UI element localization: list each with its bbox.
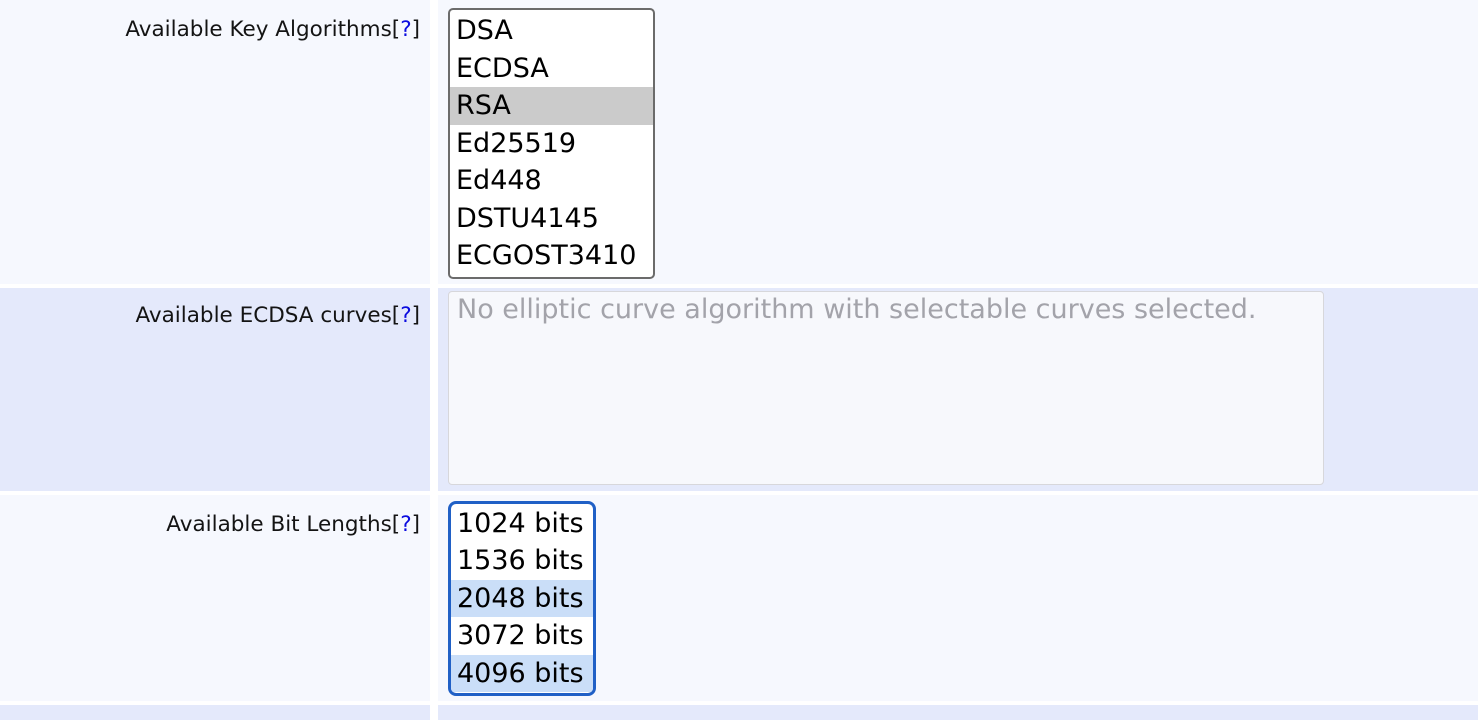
listbox-option-dsa[interactable]: DSA	[456, 15, 513, 46]
listbox-option-1536-bits[interactable]: 1536 bits	[457, 545, 584, 577]
table-row-ecdsa-curves: Available ECDSA curves[?]	[0, 288, 1478, 491]
table-row-clipped	[0, 705, 1478, 720]
key-algorithms-field-cell: DSA ECDSA RSA Ed25519 Ed448 DSTU4145 ECG…	[438, 0, 1478, 285]
listbox-option-dstu4145[interactable]: DSTU4145	[456, 202, 599, 234]
ecdsa-curves-field-cell	[438, 288, 1478, 491]
listbox-option-ecgost3410[interactable]: ECGOST3410	[456, 240, 637, 271]
help-bracket-close: ]	[411, 17, 420, 42]
ecdsa-curves-label-cell: Available ECDSA curves[?]	[0, 288, 430, 491]
bit-lengths-listbox[interactable]: 1024 bits 1536 bits 2048 bits 3072 bits …	[448, 500, 596, 697]
listbox-option-ecdsa[interactable]: ECDSA	[456, 52, 549, 84]
help-bracket-open: [	[391, 511, 401, 537]
clipped-label-cell	[0, 705, 430, 720]
bit-lengths-label-cell: Available Bit Lengths[?]	[0, 494, 430, 702]
bit-lengths-help-link[interactable]: ?	[400, 511, 412, 537]
listbox-option-ed25519[interactable]: Ed25519	[456, 127, 577, 159]
listbox-option-2048-bits[interactable]: 2048 bits	[451, 579, 593, 618]
ecdsa-curves-help-link[interactable]: ?	[400, 303, 412, 329]
ecdsa-curves-textarea[interactable]	[448, 291, 1324, 486]
help-bracket-open: [	[391, 303, 401, 329]
listbox-option-1024-bits[interactable]: 1024 bits	[457, 507, 584, 539]
table-row-bit-lengths: Available Bit Lengths[?] 1024 bits 1536 …	[0, 494, 1478, 702]
table-row-key-algorithms: Available Key Algorithms[?] DSA ECDSA RS…	[0, 0, 1478, 285]
key-algorithms-help-link[interactable]: ?	[400, 17, 412, 42]
listbox-option-ed448[interactable]: Ed448	[456, 165, 542, 196]
ecdsa-curves-label: Available ECDSA curves	[135, 303, 392, 329]
listbox-option-3072-bits[interactable]: 3072 bits	[457, 620, 584, 652]
clipped-field-cell	[438, 705, 1478, 720]
listbox-option-4096-bits[interactable]: 4096 bits	[451, 654, 593, 693]
bit-lengths-field-cell: 1024 bits 1536 bits 2048 bits 3072 bits …	[438, 494, 1478, 702]
help-bracket-close: ]	[411, 303, 420, 329]
key-algorithms-label-cell: Available Key Algorithms[?]	[0, 0, 430, 285]
key-algorithms-label: Available Key Algorithms	[125, 17, 392, 42]
help-bracket-open: [	[391, 17, 401, 42]
help-bracket-close: ]	[411, 511, 420, 537]
listbox-option-rsa[interactable]: RSA	[450, 87, 653, 125]
key-algorithms-listbox[interactable]: DSA ECDSA RSA Ed25519 Ed448 DSTU4145 ECG…	[448, 8, 655, 279]
bit-lengths-label: Available Bit Lengths	[166, 511, 392, 537]
